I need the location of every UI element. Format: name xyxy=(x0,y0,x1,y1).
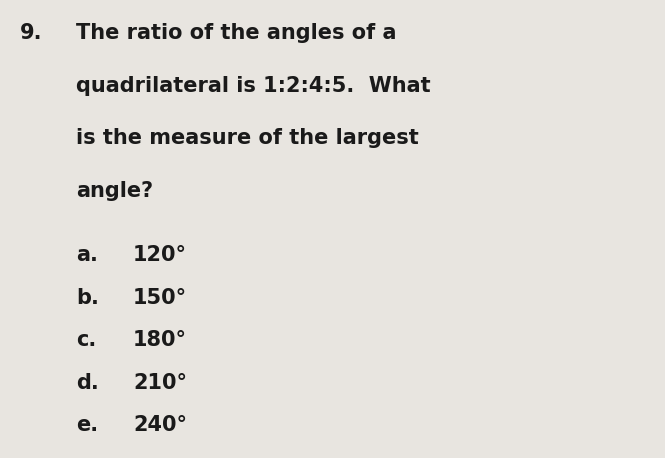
Text: The ratio of the angles of a: The ratio of the angles of a xyxy=(76,23,397,43)
Text: a.: a. xyxy=(76,245,98,265)
Text: 180°: 180° xyxy=(133,330,187,350)
Text: 150°: 150° xyxy=(133,288,187,308)
Text: c.: c. xyxy=(76,330,96,350)
Text: 210°: 210° xyxy=(133,373,187,393)
Text: e.: e. xyxy=(76,415,98,436)
Text: angle?: angle? xyxy=(76,181,154,201)
Text: d.: d. xyxy=(76,373,99,393)
Text: quadrilateral is 1:2:4:5.  What: quadrilateral is 1:2:4:5. What xyxy=(76,76,431,96)
Text: b.: b. xyxy=(76,288,99,308)
Text: 120°: 120° xyxy=(133,245,187,265)
Text: is the measure of the largest: is the measure of the largest xyxy=(76,128,419,148)
Text: 9.: 9. xyxy=(20,23,43,43)
Text: 240°: 240° xyxy=(133,415,187,436)
